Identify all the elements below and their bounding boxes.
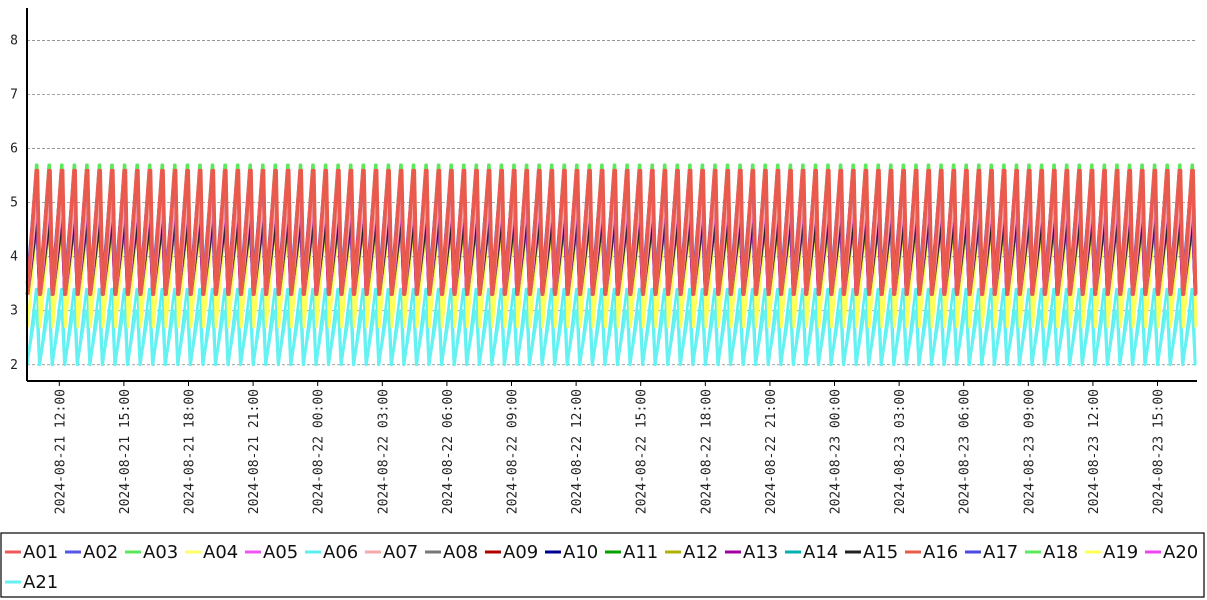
legend-label: A17 (983, 542, 1018, 563)
x-tick-label: 2024-08-22 12:00 (570, 389, 585, 514)
series-line-a21 (25, 309, 1197, 367)
y-tick-label: 8 (10, 33, 18, 48)
legend-label: A02 (83, 542, 118, 563)
legend: A01 A02 A03 A04 A05 A06 A07 A08 A09 A10 A11 A12 A13 A… (5, 542, 1198, 593)
x-tick-label: 2024-08-23 06:00 (958, 389, 973, 514)
y-tick-label: 3 (10, 304, 18, 319)
x-tick-label: 2024-08-23 15:00 (1152, 389, 1167, 514)
y-tick-label: 2 (10, 358, 18, 373)
x-tick-label: 2024-08-22 06:00 (441, 389, 456, 514)
x-tick-label: 2024-08-21 21:00 (247, 389, 262, 514)
x-tick-label: 2024-08-22 18:00 (699, 389, 714, 514)
legend-label: A09 (503, 542, 538, 563)
legend-label: A20 (1163, 542, 1198, 563)
y-tick-label: 4 (10, 250, 18, 265)
legend-label: A12 (683, 542, 718, 563)
legend-label: A06 (323, 542, 358, 563)
axes (26, 8, 1197, 382)
legend-label: A07 (383, 542, 418, 563)
x-tick-label: 2024-08-22 21:00 (764, 389, 779, 514)
series-line-a06 (26, 287, 1197, 367)
x-tick-labels: 2024-08-21 12:00 2024-08-21 15:00 2024-08-… (53, 381, 1167, 514)
legend-label: A08 (443, 542, 478, 563)
x-tick-label: 2024-08-22 03:00 (376, 389, 391, 514)
legend-label: A03 (143, 542, 178, 563)
x-tick-label: 2024-08-23 00:00 (829, 389, 844, 514)
series-lines (25, 163, 1198, 367)
x-tick-label: 2024-08-23 09:00 (1022, 389, 1037, 514)
legend-label: A05 (263, 542, 298, 563)
series-line-a18 (26, 163, 1197, 291)
legend-label: A21 (23, 572, 58, 593)
y-tick-labels: 2 3 4 5 6 7 8 (10, 33, 18, 372)
x-tick-label: 2024-08-21 15:00 (118, 389, 133, 514)
legend-label: A14 (803, 542, 838, 563)
legend-label: A16 (923, 542, 958, 563)
legend-label: A10 (563, 542, 598, 563)
legend-label: A15 (863, 542, 898, 563)
y-tick-label: 6 (10, 142, 18, 157)
x-tick-label: 2024-08-22 00:00 (312, 389, 327, 514)
y-tick-label: 7 (10, 87, 18, 102)
x-tick-label: 2024-08-21 18:00 (183, 389, 198, 514)
legend-label: A19 (1103, 542, 1138, 563)
legend-label: A01 (23, 542, 58, 563)
y-tick-label: 5 (10, 196, 18, 211)
legend-label: A11 (623, 542, 658, 563)
legend-box (0, 532, 1205, 598)
x-tick-label: 2024-08-22 09:00 (506, 389, 521, 514)
legend-label: A18 (1043, 542, 1078, 563)
legend-label: A04 (203, 542, 238, 563)
x-tick-label: 2024-08-21 12:00 (53, 389, 68, 514)
x-tick-label: 2024-08-23 12:00 (1087, 389, 1102, 514)
x-tick-label: 2024-08-22 15:00 (635, 389, 650, 514)
legend-label: A13 (743, 542, 778, 563)
series-line-a16 (26, 168, 1198, 296)
x-tick-label: 2024-08-23 03:00 (893, 389, 908, 514)
